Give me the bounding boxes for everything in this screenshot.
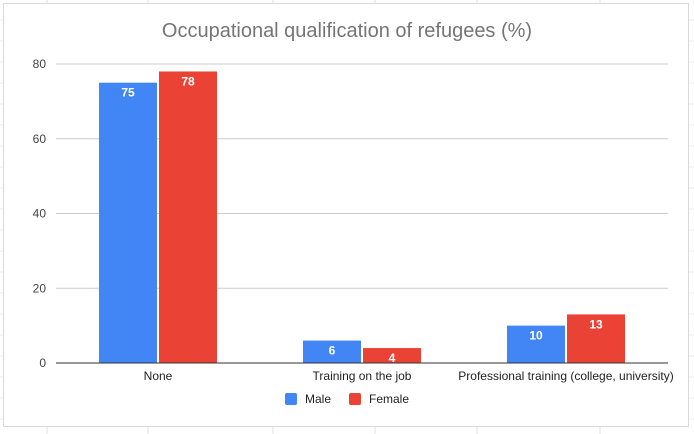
data-label: 78 (181, 74, 195, 88)
y-tick-label: 0 (39, 356, 46, 370)
legend-swatch (349, 393, 361, 405)
legend-label: Male (304, 392, 331, 406)
legend-swatch (284, 393, 297, 405)
y-tick-label: 40 (33, 207, 47, 221)
y-tick-label: 20 (33, 281, 47, 295)
bar-male-2[interactable] (507, 325, 565, 363)
legend-label: Female (369, 392, 410, 406)
bar-male-1[interactable] (303, 340, 361, 363)
data-label: 6 (329, 344, 336, 358)
bar-male-0[interactable] (99, 82, 157, 363)
data-label: 10 (529, 329, 543, 343)
chart-title: Occupational qualification of refugees (… (161, 20, 533, 42)
chart-legend: Male Female (0, 392, 694, 406)
data-label: 13 (589, 317, 603, 331)
x-category-label: Professional training (college, universi… (458, 369, 673, 383)
bar-female-0[interactable] (159, 71, 217, 363)
x-category-label: None (144, 369, 173, 383)
x-category-label: Training on the job (313, 369, 412, 383)
legend-item-female[interactable]: Female (349, 392, 409, 406)
y-tick-label: 60 (33, 132, 47, 146)
y-tick-label: 80 (33, 57, 47, 71)
bar-female-1[interactable] (363, 348, 421, 363)
data-label: 75 (121, 86, 135, 100)
legend-item-male[interactable]: Male (284, 392, 331, 406)
data-label: 4 (389, 351, 396, 365)
bar-female-2[interactable] (567, 314, 625, 363)
